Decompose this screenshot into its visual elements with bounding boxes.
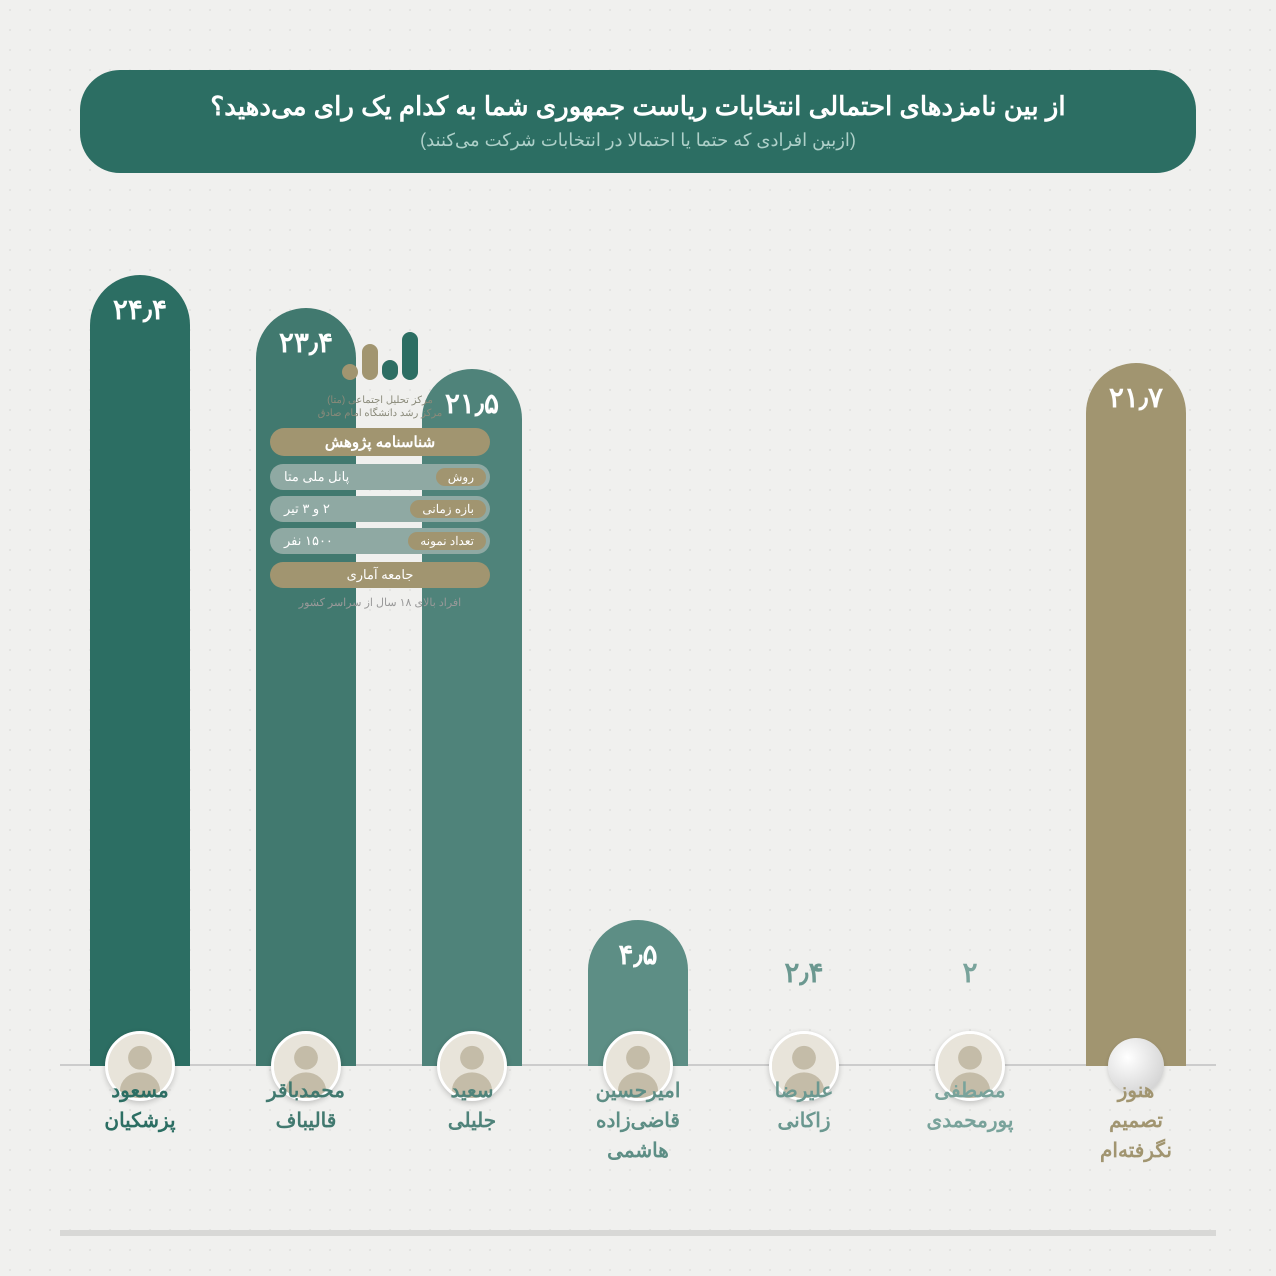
- header-subtitle: (ازبین افرادی که حتما یا احتمالا در انتخ…: [120, 130, 1156, 151]
- bar-value: ۲۱٫۷: [1086, 381, 1186, 414]
- bar-label: علیرضازاکانی: [744, 1076, 864, 1206]
- info-box: مرکز تحلیل اجتماعی (متا) مرکز رشد دانشگا…: [270, 320, 490, 609]
- info-key: روش: [436, 468, 486, 486]
- header-banner: از بین نامزدهای احتمالی انتخابات ریاست ج…: [80, 70, 1196, 173]
- logo-icon: [342, 320, 418, 380]
- bar-label: امیرحسینقاضی‌زادههاشمی: [578, 1076, 698, 1206]
- labels-row: مسعودپزشکیان محمدباقرقالیباف سعیدجلیلی امیر…: [80, 1076, 1196, 1206]
- info-value: ۲ و ۳ تیر: [284, 501, 330, 517]
- info-single: جامعه آماری: [270, 562, 490, 588]
- info-key: تعداد نمونه: [408, 532, 486, 550]
- bar-label: مصطفیپورمحمدی: [910, 1076, 1030, 1206]
- bar: ۲۱٫۷: [1086, 363, 1186, 1066]
- bar-value: ۲: [920, 956, 1020, 989]
- info-row: روش پانل ملی متا: [270, 464, 490, 490]
- bar-column: ۲۱٫۷: [1076, 363, 1196, 1066]
- bar: ۴٫۵: [588, 920, 688, 1066]
- bar-label: محمدباقرقالیباف: [246, 1076, 366, 1206]
- bars-row: ۲۴٫۴۲۳٫۴۲۱٫۵۴٫۵۲٫۴۲۲۱٫۷: [80, 256, 1196, 1066]
- info-value: پانل ملی متا: [284, 469, 349, 485]
- info-value: ۱۵۰۰ نفر: [284, 533, 333, 549]
- bar-label: هنوزتصمیمنگرفته‌ام: [1076, 1076, 1196, 1206]
- logo-text: مرکز تحلیل اجتماعی (متا) مرکز رشد دانشگا…: [318, 394, 443, 420]
- bar-label: سعیدجلیلی: [412, 1076, 532, 1206]
- bar-label: مسعودپزشکیان: [80, 1076, 200, 1206]
- bar-column: ۲۴٫۴: [80, 275, 200, 1066]
- bar-column: ۴٫۵: [578, 920, 698, 1066]
- info-header: شناسنامه پژوهش: [270, 428, 490, 456]
- header-title: از بین نامزدهای احتمالی انتخابات ریاست ج…: [120, 88, 1156, 124]
- baseline-bottom: [60, 1230, 1216, 1236]
- bar: ۲۴٫۴: [90, 275, 190, 1066]
- bar-value: ۲٫۴: [754, 956, 854, 989]
- info-key: بازه زمانی: [410, 500, 486, 518]
- chart-area: ۲۴٫۴۲۳٫۴۲۱٫۵۴٫۵۲٫۴۲۲۱٫۷ مسعودپزشکیانمحمد…: [80, 200, 1196, 1206]
- info-note: افراد بالای ۱۸ سال از سراسر کشور: [299, 596, 461, 609]
- info-row: بازه زمانی ۲ و ۳ تیر: [270, 496, 490, 522]
- bar-value: ۴٫۵: [588, 938, 688, 971]
- info-row: تعداد نمونه ۱۵۰۰ نفر: [270, 528, 490, 554]
- bar-value: ۲۴٫۴: [90, 293, 190, 326]
